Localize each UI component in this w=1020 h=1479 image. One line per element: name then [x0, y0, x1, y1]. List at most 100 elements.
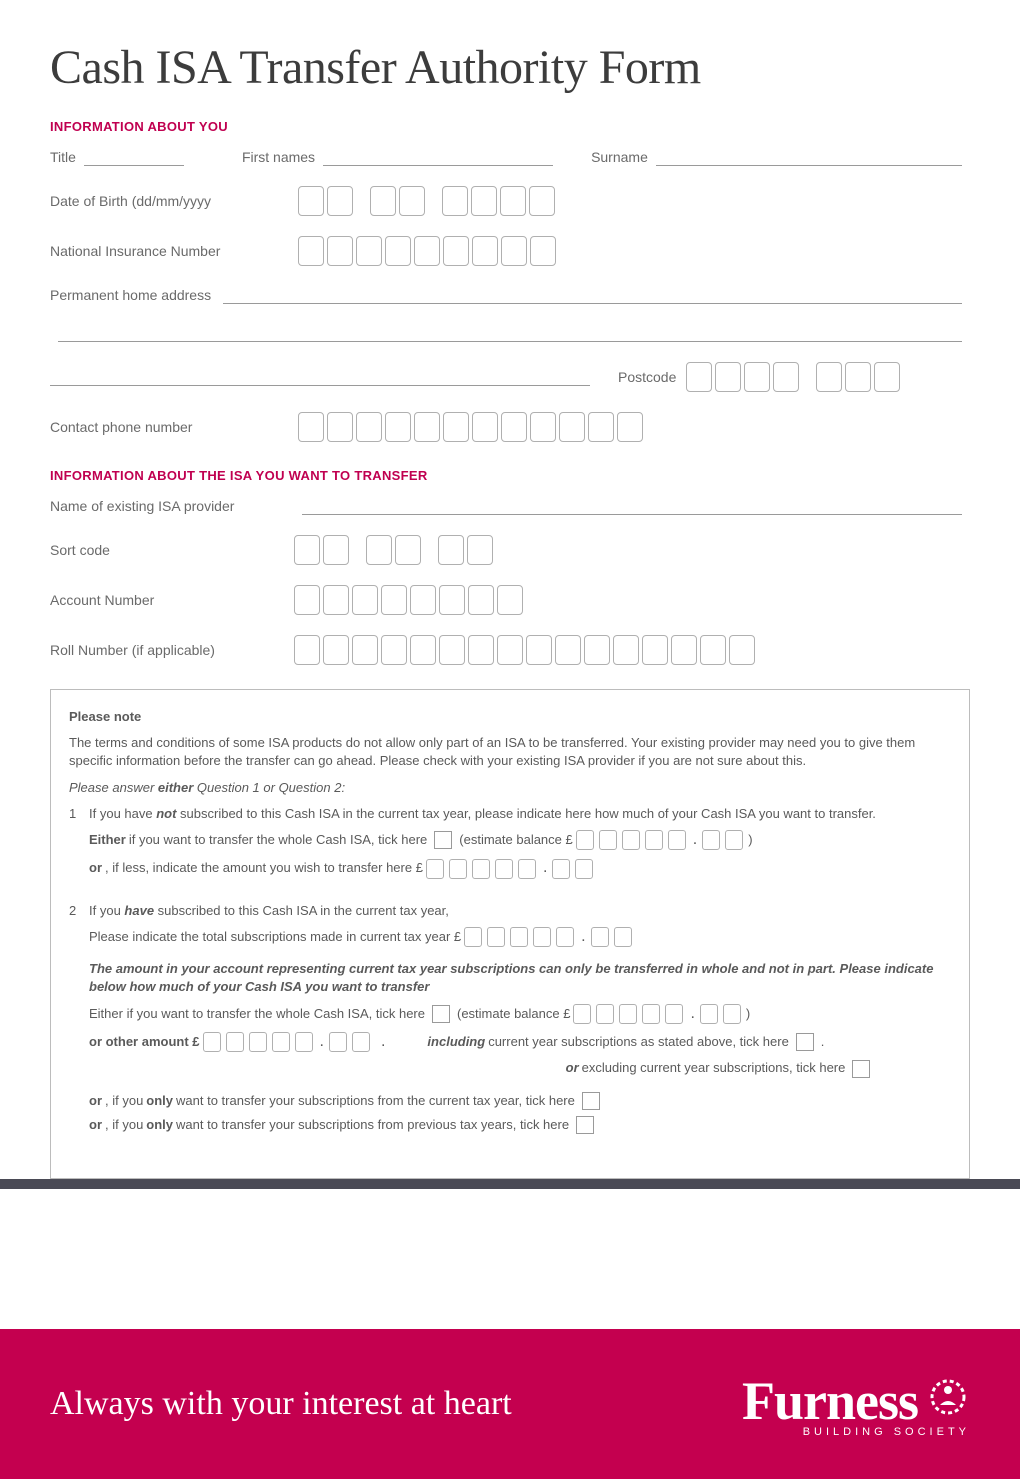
q2-only-current-checkbox[interactable]: [582, 1092, 600, 1110]
q2-either: Either if you want to transfer the whole…: [89, 1005, 425, 1023]
q2-indicate-line: Please indicate the total subscriptions …: [89, 926, 634, 948]
q2-only1-line: or, if you only want to transfer your su…: [89, 1092, 604, 1110]
label-title: Title: [50, 149, 76, 165]
q2-number: 2: [69, 902, 81, 920]
footer: Always with your interest at heart Furne…: [0, 1329, 1020, 1479]
input-sortcode[interactable]: [294, 535, 496, 565]
q1-or: or: [89, 859, 102, 877]
q2-incl-text: current year subscriptions as stated abo…: [488, 1033, 789, 1051]
q2-only2-line: or, if you only want to transfer your su…: [89, 1116, 598, 1134]
note-title: Please note: [69, 708, 951, 726]
row-address-1: Permanent home address: [50, 286, 970, 304]
label-ni: National Insurance Number: [50, 243, 260, 259]
q2-bold-text: The amount in your account representing …: [89, 960, 951, 996]
close-paren-1: ): [748, 831, 752, 849]
label-first-names: First names: [242, 149, 315, 165]
section-about-you-heading: INFORMATION ABOUT YOU: [50, 119, 970, 134]
q2-only1-c: only: [146, 1092, 173, 1110]
note-intro: The terms and conditions of some ISA pro…: [69, 734, 951, 770]
q1-or-line: or , if less, indicate the amount you wi…: [89, 857, 595, 879]
footer-slogan: Always with your interest at heart: [50, 1385, 512, 1423]
label-account: Account Number: [50, 592, 280, 608]
input-first-names[interactable]: [323, 148, 553, 166]
q2-only2-a: or: [89, 1116, 102, 1134]
row-roll: Roll Number (if applicable): [50, 635, 970, 665]
row-dob: Date of Birth (dd/mm/yyyy: [50, 186, 970, 216]
q2-text: If you have subscribed to this Cash ISA …: [89, 902, 951, 920]
note-prompt-a: Please answer: [69, 780, 158, 795]
q1-either: Either: [89, 831, 126, 849]
q1-text-b: subscribed to this Cash ISA in the curre…: [176, 806, 876, 821]
label-postcode: Postcode: [618, 369, 676, 385]
q2-excluding-checkbox[interactable]: [852, 1060, 870, 1078]
q2-estimate-label: (estimate balance £: [457, 1005, 570, 1023]
q1-amount-input[interactable]: .: [426, 857, 595, 879]
brand-sub: BUILDING SOCIETY: [803, 1426, 970, 1438]
q2-only1-b: , if you: [105, 1092, 143, 1110]
q2-either-line: Either if you want to transfer the whole…: [89, 1003, 750, 1025]
row-phone: Contact phone number: [50, 412, 970, 442]
brand-logo: Furness BUILDING SOCIETY: [742, 1370, 970, 1438]
input-provider[interactable]: [302, 497, 962, 515]
input-address-line1[interactable]: [223, 286, 962, 304]
section-about-isa-heading: INFORMATION ABOUT THE ISA YOU WANT TO TR…: [50, 468, 970, 483]
q2-or: or: [566, 1059, 579, 1077]
label-sortcode: Sort code: [50, 542, 280, 558]
input-postcode[interactable]: [686, 362, 903, 392]
q2-whole-checkbox[interactable]: [432, 1005, 450, 1023]
input-address-line2[interactable]: [58, 324, 962, 342]
q1-text: If you have not subscribed to this Cash …: [89, 805, 951, 823]
q2-only2-b: , if you: [105, 1116, 143, 1134]
q2-other-input[interactable]: .: [203, 1031, 372, 1053]
page-title: Cash ISA Transfer Authority Form: [50, 40, 970, 95]
q1-not: not: [156, 806, 176, 821]
q1-text-a: If you have: [89, 806, 156, 821]
row-address-2: [50, 324, 970, 342]
q2-only1-a: or: [89, 1092, 102, 1110]
input-dob[interactable]: [298, 186, 558, 216]
input-ni[interactable]: [298, 236, 559, 266]
period-1: .: [821, 1033, 825, 1051]
input-surname[interactable]: [656, 148, 962, 166]
row-name: Title First names Surname: [50, 148, 970, 166]
label-dob: Date of Birth (dd/mm/yyyy: [50, 193, 260, 209]
q2-other-line: or other amount £ . . including current …: [89, 1031, 824, 1053]
note-prompt-b: Question 1 or Question 2:: [193, 780, 345, 795]
q2-only2-c: only: [146, 1116, 173, 1134]
note-frame: Please note The terms and conditions of …: [50, 689, 970, 1179]
close-paren-2: ): [746, 1005, 750, 1023]
q1-whole-checkbox[interactable]: [434, 831, 452, 849]
q2-excl-line: or excluding current year subscriptions,…: [289, 1059, 1020, 1077]
input-roll[interactable]: [294, 635, 758, 665]
label-roll: Roll Number (if applicable): [50, 642, 280, 658]
input-address-line3[interactable]: [50, 368, 590, 386]
q2-estimate-input[interactable]: .: [573, 1003, 742, 1025]
note-prompt: Please answer either Question 1 or Quest…: [69, 779, 951, 797]
label-address: Permanent home address: [50, 287, 211, 303]
footer-stripe: [0, 1179, 1020, 1189]
input-phone[interactable]: [298, 412, 646, 442]
q2-excl-text: excluding current year subscriptions, ti…: [582, 1059, 846, 1077]
q2-text-a: If you: [89, 903, 124, 918]
q1-or-text: , if less, indicate the amount you wish …: [105, 859, 423, 877]
row-ni: National Insurance Number: [50, 236, 970, 266]
q1-number: 1: [69, 805, 81, 823]
q2-subs-input[interactable]: .: [464, 926, 633, 948]
label-surname: Surname: [591, 149, 648, 165]
q2-only-previous-checkbox[interactable]: [576, 1116, 594, 1134]
q2-text-b: subscribed to this Cash ISA in the curre…: [154, 903, 449, 918]
row-provider: Name of existing ISA provider: [50, 497, 970, 515]
input-title[interactable]: [84, 148, 184, 166]
q1-estimate-label: (estimate balance £: [459, 831, 572, 849]
label-provider: Name of existing ISA provider: [50, 498, 280, 514]
q2-including-checkbox[interactable]: [796, 1033, 814, 1051]
q2-including: including: [427, 1033, 485, 1051]
q2-indicate: Please indicate the total subscriptions …: [89, 928, 461, 946]
row-address-3: Postcode: [50, 362, 970, 392]
input-account[interactable]: [294, 585, 526, 615]
q1-estimate-input[interactable]: .: [576, 829, 745, 851]
q1-either-text: if you want to transfer the whole Cash I…: [129, 831, 427, 849]
row-sortcode: Sort code: [50, 535, 970, 565]
q2-other: or other amount £: [89, 1033, 200, 1051]
row-account: Account Number: [50, 585, 970, 615]
